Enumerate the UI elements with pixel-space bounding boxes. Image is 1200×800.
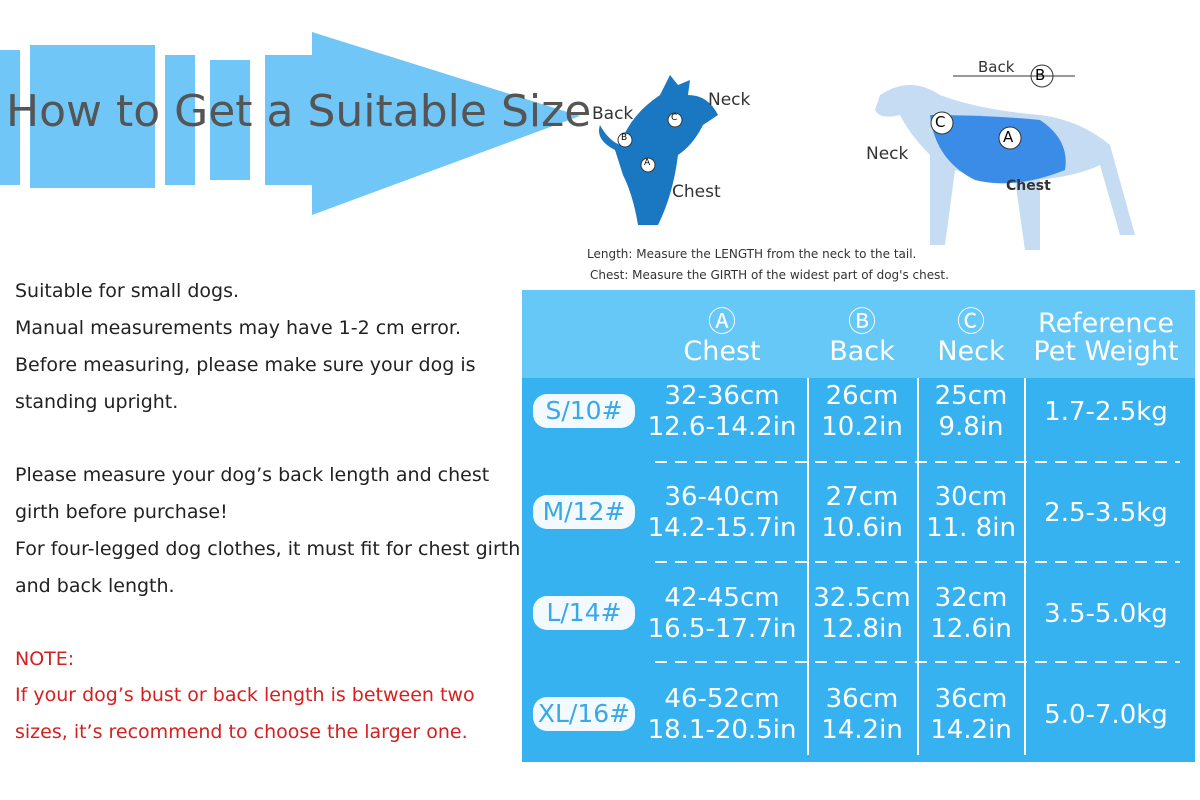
intro-line: Suitable for small dogs.	[15, 280, 240, 302]
size-pill: M/12#	[533, 495, 635, 529]
cell: 18.1-20.5in	[647, 715, 797, 745]
label: A	[644, 158, 651, 168]
note-line: If your dog’s bust or back length is bet…	[15, 684, 475, 706]
cell: 2.5-3.5kg	[1044, 498, 1168, 528]
cat-figure	[599, 75, 718, 225]
cell: 32cm	[934, 583, 1008, 613]
cell: 9.8in	[938, 412, 1004, 442]
title: How to Get a Suitable Size	[6, 86, 592, 137]
header-symbol: Ⓒ	[956, 305, 985, 338]
cell: 12.8in	[821, 614, 903, 644]
header-label: Reference	[1038, 308, 1174, 339]
cell: 5.0-7.0kg	[1044, 700, 1168, 730]
cell: 26cm	[825, 381, 899, 411]
header-label: Neck	[937, 336, 1005, 367]
size-pill: L/14#	[533, 596, 635, 630]
cell: 27cm	[825, 482, 899, 512]
intro-line: Before measuring, please make sure your …	[15, 354, 476, 376]
size-pill: XL/16#	[533, 697, 635, 731]
intro-line: Manual measurements may have 1-2 cm erro…	[15, 317, 462, 339]
label: Back	[592, 104, 634, 124]
instruction: Chest: Measure the GIRTH of the widest p…	[590, 268, 949, 282]
header-label: Pet Weight	[1033, 336, 1179, 367]
cell: 14.2-15.7in	[647, 513, 797, 543]
cell: 32.5cm	[813, 583, 911, 613]
cell: 12.6-14.2in	[647, 412, 797, 442]
label: Chest	[1006, 178, 1051, 194]
header-symbol: Ⓑ	[847, 305, 876, 338]
intro-line: Please measure your dog’s back length an…	[15, 464, 490, 486]
note-line: sizes, it’s recommend to choose the larg…	[15, 721, 468, 743]
label: B	[621, 133, 628, 143]
label: C	[935, 113, 946, 131]
cell: 36-40cm	[664, 482, 780, 512]
cell: 3.5-5.0kg	[1044, 599, 1168, 629]
cell: 32-36cm	[664, 381, 780, 411]
note-title: NOTE:	[15, 648, 75, 670]
cell: 12.6in	[930, 614, 1012, 644]
header-label: Back	[829, 336, 895, 367]
cell: 11. 8in	[926, 513, 1016, 543]
intro-line: and back length.	[15, 575, 175, 597]
cell: 10.6in	[821, 513, 903, 543]
label: Back	[978, 58, 1015, 76]
instruction: Length: Measure the LENGTH from the neck…	[587, 247, 917, 261]
header-label: Chest	[683, 336, 761, 367]
cell: 16.5-17.7in	[647, 614, 797, 644]
label: Neck	[866, 144, 909, 164]
label: A	[1003, 128, 1014, 146]
table-lines	[655, 378, 1180, 755]
cell: 25cm	[934, 381, 1008, 411]
label: Chest	[672, 182, 721, 202]
size-pill: S/10#	[533, 394, 635, 428]
label: Neck	[708, 90, 751, 110]
cell: 46-52cm	[664, 684, 780, 714]
intro-line: For four-legged dog clothes, it must fit…	[15, 538, 521, 560]
cell: 42-45cm	[664, 583, 780, 613]
intro-line: girth before purchase!	[15, 501, 228, 523]
intro-line: standing upright.	[15, 391, 179, 413]
header-symbol: Ⓐ	[707, 305, 736, 338]
cell: 30cm	[934, 482, 1008, 512]
cell: 10.2in	[821, 412, 903, 442]
dog-figure	[875, 64, 1135, 250]
cell: 36cm	[934, 684, 1008, 714]
arrow	[0, 32, 580, 215]
cell: 1.7-2.5kg	[1044, 397, 1168, 427]
label: C	[671, 113, 678, 123]
table-header	[522, 290, 1195, 378]
label: B	[1035, 66, 1046, 84]
cell: 14.2in	[821, 715, 903, 745]
cell: 36cm	[825, 684, 899, 714]
cell: 14.2in	[930, 715, 1012, 745]
